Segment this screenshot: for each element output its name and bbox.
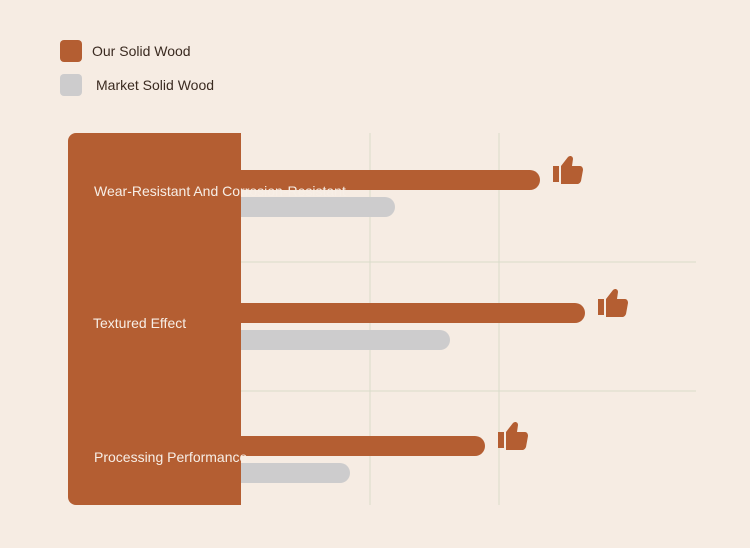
category-panel (68, 133, 241, 505)
thumbs-up-shape (553, 155, 583, 184)
thumbs-up-icon (498, 421, 528, 450)
legend-swatch-our-solid-wood (60, 40, 82, 62)
category-label: Processing Performance (94, 449, 248, 465)
category-label: Wear-Resistant And Corrosion-Resistant (94, 183, 346, 199)
bar-market-solid-wood (226, 197, 395, 217)
bar-market-solid-wood (226, 463, 350, 483)
legend-item-market-solid-wood: Market Solid Wood (60, 74, 214, 96)
category-label: Textured Effect (93, 315, 186, 331)
thumbs-up-icon (598, 288, 628, 317)
legend-item-our-solid-wood: Our Solid Wood (60, 40, 191, 62)
bar-our-solid-wood (226, 303, 585, 323)
thumbs-up-icon (553, 155, 583, 184)
legend-label: Our Solid Wood (92, 43, 191, 59)
category-panel-edge (229, 133, 241, 505)
bar-market-solid-wood (226, 330, 450, 350)
thumbs-up-shape (598, 288, 628, 317)
bar-our-solid-wood (226, 436, 485, 456)
thumbs-up-shape (498, 421, 528, 450)
legend-swatch-market-solid-wood (60, 74, 82, 96)
bar-our-solid-wood (226, 170, 540, 190)
legend-label: Market Solid Wood (96, 77, 215, 93)
